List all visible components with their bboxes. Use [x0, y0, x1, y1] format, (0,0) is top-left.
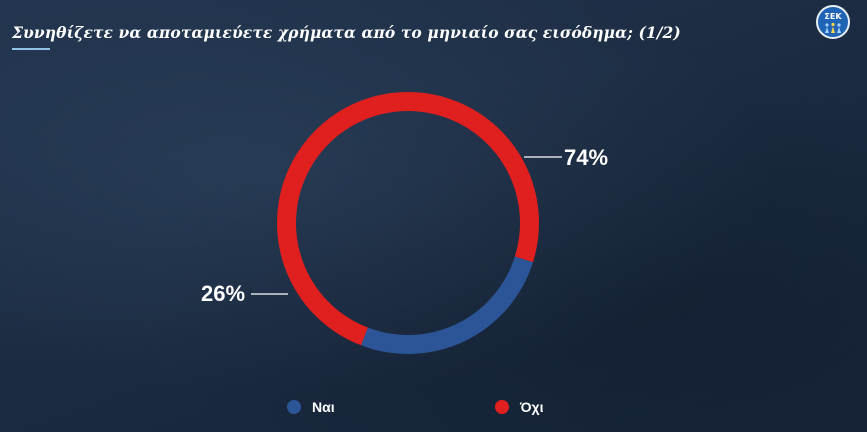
data-label-nai: 26% [201, 281, 245, 306]
legend-swatch-oxi [495, 400, 509, 414]
data-label-oxi: 74% [564, 145, 608, 170]
legend-swatch-nai [287, 400, 301, 414]
sek-logo-icon: ΣΕΚ [816, 5, 850, 39]
chart-title: Συνηθίζετε να αποταμιεύετε χρήματα από τ… [12, 23, 681, 42]
legend-label-nai: Ναι [312, 399, 335, 415]
legend-label-oxi: Όχι [520, 399, 544, 415]
slice-nai [361, 256, 534, 354]
legend-item-nai: Ναι [287, 399, 335, 415]
logo-text: ΣΕΚ [824, 11, 842, 21]
legend-item-oxi: Όχι [495, 399, 544, 415]
logo-figures-icon [825, 22, 841, 33]
title-underline [12, 48, 50, 50]
